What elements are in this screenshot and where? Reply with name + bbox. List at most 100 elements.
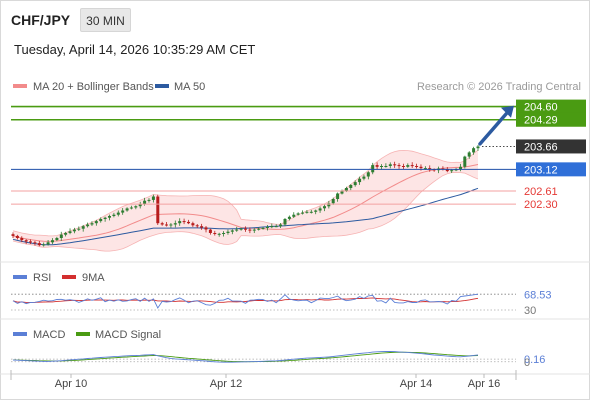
candle-body [151, 196, 155, 200]
candle-body [445, 169, 449, 172]
candle-body [467, 152, 471, 157]
candle-body [116, 212, 120, 215]
timeframe-button[interactable]: 30 MIN [80, 8, 131, 32]
candle-body [81, 226, 85, 229]
candle-body [24, 240, 28, 242]
candle-body [103, 217, 107, 219]
target-level-box [516, 99, 586, 114]
candle-body [178, 221, 182, 224]
candle-body [143, 200, 147, 205]
candle-body [397, 165, 401, 167]
candle-body [208, 229, 212, 233]
trend-arrow-shaft [478, 110, 510, 146]
candle-body [353, 182, 357, 186]
candle-body [380, 166, 383, 167]
candle-body [344, 188, 348, 191]
legend-macd-swatch [13, 332, 27, 336]
pivot-level-box [516, 162, 586, 177]
candle-body [393, 164, 397, 166]
candle-body [112, 214, 116, 216]
candle-body [423, 168, 427, 170]
copyright-text: Research © 2026 Trading Central [417, 81, 581, 93]
pivot-level-label: 203.12 [524, 164, 558, 176]
candle-body [410, 165, 414, 167]
macd-level-label: 0 [524, 357, 530, 369]
candle-body [213, 233, 217, 234]
candle-body [261, 227, 265, 229]
legend-ma20-label: MA 20 + Bollinger Bands [33, 81, 154, 93]
target-level-label: 204.60 [524, 102, 558, 114]
candle-body [125, 208, 129, 211]
candle-body [323, 206, 326, 209]
candle-body [20, 238, 24, 241]
candle-body [42, 244, 46, 246]
candle-body [77, 228, 81, 230]
candle-body [129, 207, 133, 209]
candle-body [366, 172, 370, 177]
target-level-label: 204.29 [524, 115, 558, 127]
candle-body [169, 224, 173, 226]
legend-ma50-label: MA 50 [174, 81, 205, 93]
macd-panel: 0.160 [11, 351, 545, 369]
candle-body [472, 148, 476, 153]
candle-body [230, 230, 234, 232]
candle-body [432, 169, 436, 171]
candle-body [362, 176, 366, 179]
candle-body [187, 221, 190, 224]
candle-body [265, 227, 269, 228]
candle-body [401, 166, 405, 167]
candle-body [173, 223, 177, 225]
candle-body [239, 228, 243, 230]
candle-body [296, 213, 300, 215]
candle-body [301, 212, 304, 214]
candle-body [375, 165, 379, 167]
candle-body [195, 225, 199, 227]
candle-body [29, 241, 32, 243]
candle-body [138, 204, 142, 207]
candle-body [274, 226, 278, 228]
candle-body [415, 166, 419, 167]
rsi-level-label: 68.53 [524, 290, 552, 302]
rsi-panel: 68.53 30 [11, 290, 552, 317]
candle-body [90, 223, 94, 225]
candle-body [217, 233, 221, 235]
legend-macd-signal-swatch [76, 332, 90, 336]
candle-body [340, 190, 344, 194]
candle-body [349, 185, 353, 188]
candle-body [388, 164, 392, 166]
legend-rsi-swatch [13, 275, 27, 279]
legend-macd-signal-label: MACD Signal [95, 329, 161, 341]
bollinger-lower-line [12, 172, 479, 252]
candle-body [134, 206, 138, 208]
candle-body [292, 214, 296, 217]
candle-body [358, 178, 362, 183]
legend-rsi-ma-swatch [62, 275, 76, 279]
candle-body [270, 226, 274, 228]
legend-ma20-swatch [13, 84, 27, 88]
candle-body [222, 233, 226, 234]
legend-rsi-label: RSI [33, 272, 51, 284]
candle-body [419, 166, 423, 169]
rsi-level-label: 30 [524, 305, 536, 317]
candle-body [94, 221, 98, 224]
bollinger-upper-line [12, 149, 479, 237]
candle-body [244, 228, 247, 230]
candle-body [33, 242, 37, 244]
price-panel [11, 144, 480, 252]
macd-level-label: 0.16 [524, 354, 545, 366]
candle-body [336, 193, 340, 199]
candle-body [191, 223, 195, 226]
x-axis-tick-label: Apr 16 [468, 378, 500, 390]
candle-body [108, 216, 111, 218]
candle-body [463, 156, 467, 167]
current-price-label: 203.66 [524, 141, 558, 153]
x-axis-tick-label: Apr 12 [210, 378, 242, 390]
candle-body [384, 166, 388, 167]
legend-rsi-ma-label: 9MA [82, 272, 105, 284]
candle-body [252, 229, 256, 231]
candle-body [182, 221, 186, 223]
candle-body [147, 199, 151, 201]
candle-body [314, 210, 318, 212]
